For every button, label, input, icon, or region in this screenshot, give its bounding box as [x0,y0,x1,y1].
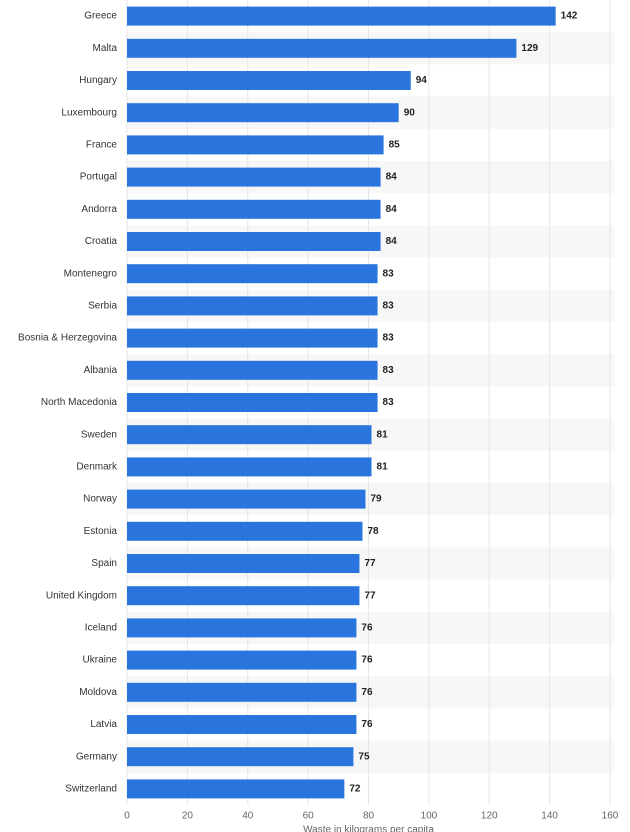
y-tick-label: Hungary [79,75,117,86]
bar [127,71,411,90]
x-tick-label: 40 [242,811,254,822]
y-tick-label: Greece [84,11,117,22]
x-tick-label: 140 [541,811,558,822]
value-label: 85 [389,140,401,151]
y-tick-label: Switzerland [65,784,117,795]
value-label: 83 [383,268,395,279]
y-tick-label: Norway [83,494,117,505]
y-tick-label: United Kingdom [46,590,117,601]
bar [127,554,360,573]
x-tick-label: 100 [421,811,438,822]
value-label: 83 [383,301,395,312]
value-label: 75 [358,751,370,762]
x-tick-label: 20 [182,811,194,822]
bar [127,457,372,477]
value-label: 84 [386,172,398,183]
bar [127,715,357,734]
y-tick-label: Ukraine [83,655,118,666]
y-tick-label: Malta [93,43,118,54]
value-label: 142 [561,11,578,22]
y-tick-label: Montenegro [64,268,118,279]
y-tick-label: Denmark [76,462,118,473]
bar [127,521,363,541]
value-label: 94 [416,75,428,86]
value-label: 76 [361,655,373,666]
value-label: 83 [383,333,395,344]
value-label: 72 [349,784,361,795]
x-tick-label: 80 [363,811,375,822]
y-tick-label: Serbia [88,301,117,312]
bar [127,264,378,284]
x-tick-label: 120 [481,811,498,822]
bar [127,135,384,155]
y-tick-label: Albania [84,365,118,376]
value-label: 79 [370,494,382,505]
value-label: 129 [521,43,538,54]
value-label: 76 [361,687,373,698]
bar [127,586,360,606]
value-label: 83 [383,397,395,408]
value-label: 77 [364,558,376,569]
x-tick-label: 60 [303,811,315,822]
value-label: 83 [383,365,395,376]
bar [127,296,378,316]
bar [127,489,366,509]
value-label: 81 [377,462,389,473]
y-tick-label: Croatia [85,236,118,247]
y-tick-label: Spain [91,558,117,569]
bar [127,779,345,799]
bar [127,360,378,380]
y-tick-label: Moldova [79,687,117,698]
bar [127,167,381,187]
bar [127,328,378,348]
value-label: 84 [386,236,398,247]
y-tick-label: Andorra [81,204,117,215]
y-tick-label: France [86,140,118,151]
bar [127,199,381,219]
bar [127,425,372,445]
bar [127,232,381,251]
bar [127,38,517,58]
value-label: 78 [367,526,379,537]
value-label: 77 [364,590,376,601]
bar [127,650,357,670]
y-tick-label: Latvia [90,719,117,730]
value-label: 84 [386,204,398,215]
bar [127,618,357,638]
y-tick-label: Iceland [85,623,117,634]
y-tick-label: Sweden [81,429,117,440]
y-tick-label: Portugal [80,172,117,183]
x-tick-label: 160 [602,811,619,822]
bar [127,747,354,767]
bar [127,682,357,702]
y-tick-label: Germany [76,751,117,762]
value-label: 76 [361,623,373,634]
y-tick-label: North Macedonia [41,397,118,408]
y-tick-label: Estonia [84,526,118,537]
bar [127,103,399,123]
x-tick-label: 0 [124,811,130,822]
y-tick-label: Luxembourg [61,107,117,118]
x-axis-label: Waste in kilograms per capita [303,825,434,832]
bar [127,6,556,26]
value-label: 76 [361,719,373,730]
value-label: 90 [404,107,416,118]
y-tick-label: Bosnia & Herzegovina [18,333,117,344]
bar [127,393,378,412]
value-label: 81 [377,429,389,440]
